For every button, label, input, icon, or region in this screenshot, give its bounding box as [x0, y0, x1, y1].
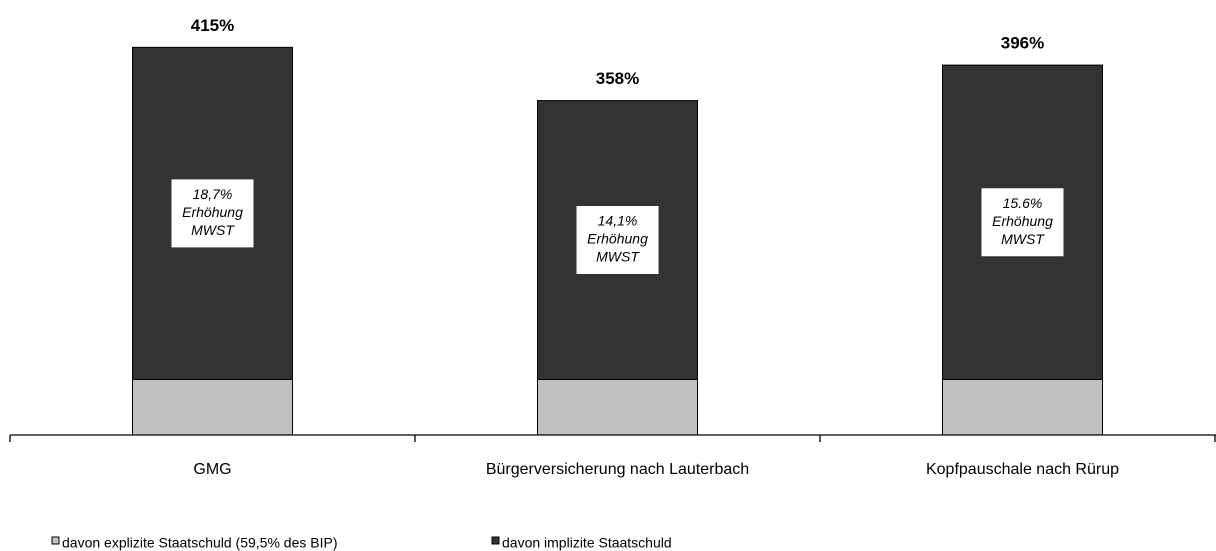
annotation: 15.6%	[1003, 195, 1043, 211]
bar-segment	[132, 378, 293, 436]
total-label: 415%	[191, 16, 234, 35]
annotation: MWST	[191, 222, 235, 238]
annotation: MWST	[596, 249, 640, 265]
bar-segment	[942, 378, 1103, 436]
annotation: 18,7%	[193, 186, 233, 202]
x-tick-label: GMG	[193, 461, 231, 478]
annotation: Erhöhung	[992, 213, 1053, 229]
annotation: Erhöhung	[182, 204, 243, 220]
annotation-box	[171, 179, 254, 248]
annotation-box	[981, 188, 1064, 257]
legend-label: davon explizite Staatschuld (59,5% des B…	[62, 535, 338, 551]
legend-swatch	[51, 536, 60, 545]
annotation: MWST	[1001, 231, 1045, 247]
bar-segment	[537, 378, 698, 436]
x-tick-label: Bürgerversicherung nach Lauterbach	[486, 461, 749, 478]
total-label: 358%	[596, 69, 639, 88]
legend-label: davon implizite Staatschuld	[502, 535, 672, 551]
annotation-box	[576, 206, 659, 275]
legend-swatch	[491, 536, 500, 545]
annotation: Erhöhung	[587, 231, 648, 247]
total-label: 396%	[1001, 34, 1044, 53]
annotation: 14,1%	[598, 213, 638, 229]
x-tick-label: Kopfpauschale nach Rürup	[926, 461, 1119, 478]
